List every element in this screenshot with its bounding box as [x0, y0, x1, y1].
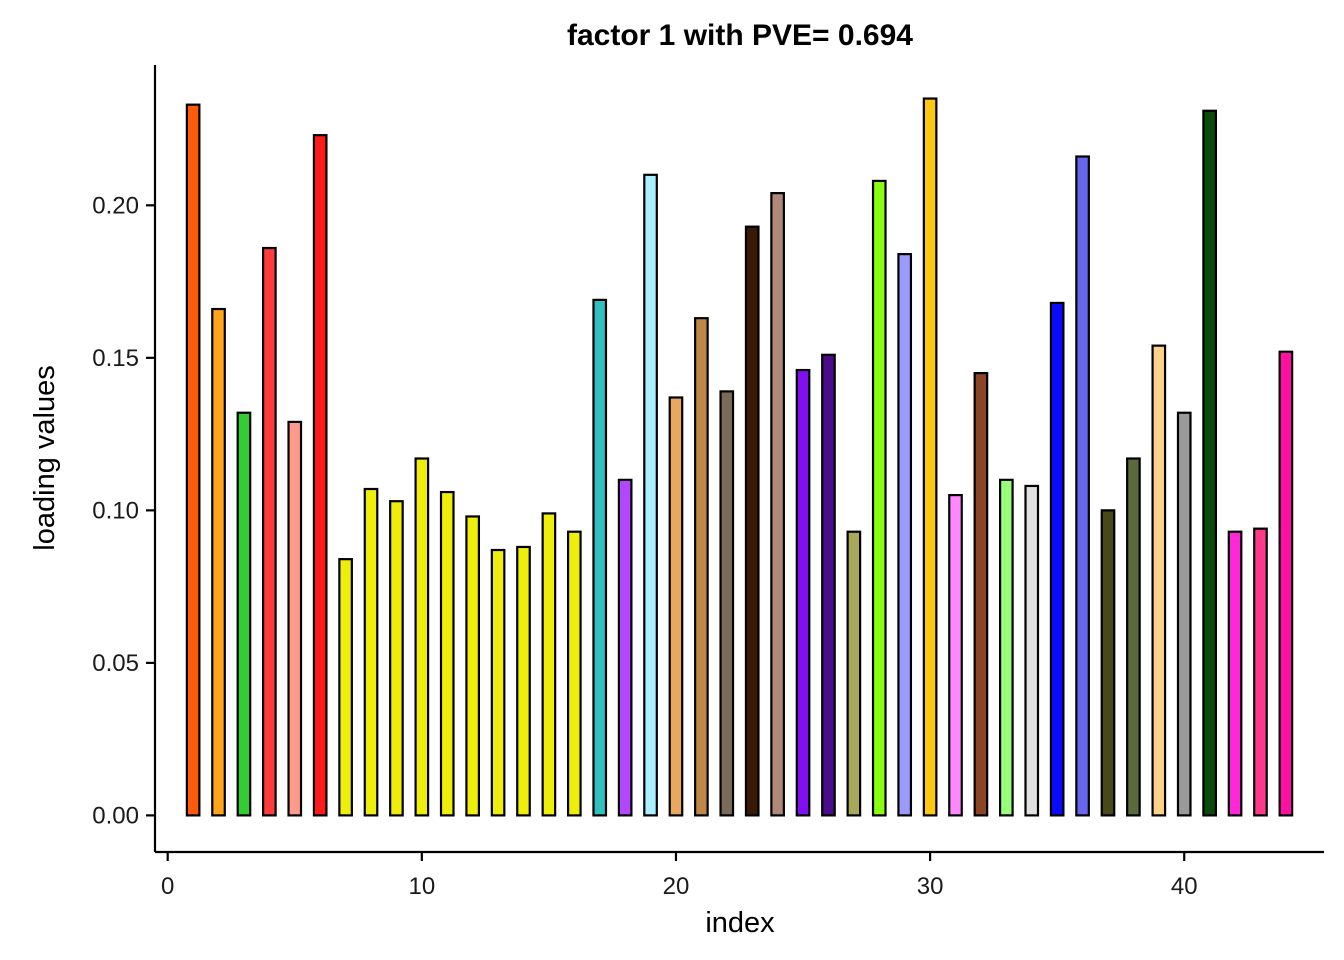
bar-16	[566, 530, 582, 817]
bar-5	[287, 420, 303, 817]
y-tick-label: 0.15	[92, 345, 139, 372]
bar-2	[211, 307, 226, 817]
bar-22	[719, 390, 735, 817]
x-tick-label: 20	[663, 873, 690, 900]
bar-31	[948, 494, 963, 817]
bar-18	[617, 478, 633, 817]
bar-25	[795, 368, 811, 817]
bar-21	[694, 317, 709, 817]
bar-26	[821, 353, 836, 817]
bar-38	[1126, 457, 1141, 817]
bar-1	[185, 103, 201, 817]
x-axis-label: index	[705, 907, 775, 939]
bar-10	[414, 457, 430, 817]
bar-12	[465, 515, 481, 817]
x-axis-ticks: 0 10 20 30 40	[161, 852, 1198, 900]
bar-14	[516, 545, 531, 817]
x-tick-label: 10	[408, 873, 435, 900]
x-tick-label: 30	[917, 873, 944, 900]
bar-29	[897, 253, 913, 817]
bar-37	[1100, 509, 1116, 817]
bar-33	[998, 478, 1014, 817]
bar-17	[592, 298, 608, 817]
bar-6	[312, 134, 328, 817]
bar-28	[871, 179, 887, 817]
bars-group	[185, 97, 1294, 817]
x-tick-label: 40	[1171, 873, 1198, 900]
y-tick-label: 0.10	[92, 497, 139, 524]
bar-23	[744, 225, 760, 817]
bar-19	[643, 173, 658, 817]
bar-3	[236, 411, 252, 817]
bar-8	[363, 487, 379, 817]
x-tick-label: 0	[161, 873, 174, 900]
bar-7	[338, 558, 353, 817]
y-axis-ticks: 0.00 0.05 0.10 0.15 0.20	[92, 192, 155, 829]
bar-15	[541, 512, 557, 817]
bar-42	[1227, 530, 1243, 817]
bar-9	[389, 500, 404, 817]
bar-11	[439, 490, 455, 817]
bar-32	[973, 371, 989, 817]
bar-44	[1278, 350, 1294, 817]
bar-34	[1024, 484, 1040, 817]
bar-20	[668, 396, 684, 817]
bar-4	[262, 246, 277, 817]
bar-27	[846, 530, 862, 817]
bar-13	[490, 548, 506, 817]
bar-30	[922, 97, 938, 817]
y-tick-label: 0.00	[92, 802, 139, 829]
bar-36	[1075, 155, 1090, 817]
chart-title: factor 1 with PVE= 0.694	[567, 19, 913, 52]
bar-43	[1253, 527, 1268, 817]
y-tick-label: 0.05	[92, 650, 139, 677]
bar-35	[1049, 301, 1065, 817]
bar-39	[1151, 344, 1167, 817]
bar-40	[1176, 411, 1192, 817]
y-tick-label: 0.20	[92, 192, 139, 219]
y-axis-label: loading values	[29, 365, 61, 550]
bar-41	[1202, 109, 1217, 817]
bar-24	[770, 192, 785, 817]
